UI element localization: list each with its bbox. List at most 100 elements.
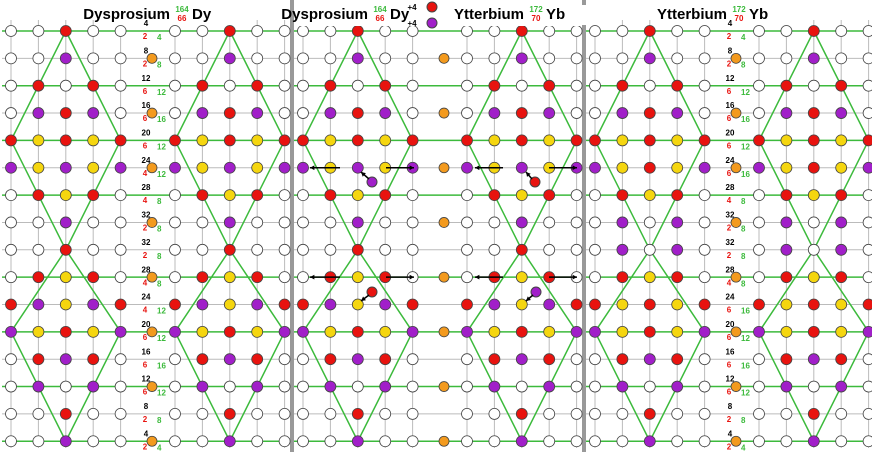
particle bbox=[87, 216, 100, 229]
particle bbox=[32, 407, 45, 420]
shell-count: 12 bbox=[157, 88, 166, 97]
arrow-head bbox=[572, 274, 577, 280]
particle bbox=[835, 435, 848, 448]
particle bbox=[426, 1, 438, 13]
particle bbox=[406, 353, 419, 366]
grid bbox=[2, 13, 872, 448]
particle bbox=[32, 271, 45, 284]
particle bbox=[169, 25, 181, 37]
particle bbox=[461, 52, 473, 65]
shell-count: 6 bbox=[727, 87, 732, 96]
shell-count: 4 bbox=[143, 278, 148, 287]
particle bbox=[59, 216, 72, 229]
particle bbox=[278, 161, 291, 174]
particle bbox=[589, 107, 601, 119]
particle bbox=[406, 435, 419, 448]
particle bbox=[32, 380, 45, 393]
particle bbox=[461, 161, 473, 174]
particle bbox=[589, 407, 601, 420]
particle bbox=[643, 161, 656, 174]
particle bbox=[59, 79, 72, 92]
particle bbox=[324, 353, 337, 366]
particle bbox=[169, 189, 181, 202]
particle bbox=[5, 107, 17, 119]
particle bbox=[351, 107, 364, 119]
particle bbox=[835, 161, 848, 174]
particle bbox=[461, 216, 473, 229]
particle bbox=[87, 243, 100, 256]
particle bbox=[671, 407, 684, 420]
particle bbox=[169, 243, 181, 256]
shell-count: 4 bbox=[143, 306, 148, 315]
particle bbox=[169, 52, 181, 65]
particle bbox=[114, 380, 127, 393]
particle bbox=[753, 271, 765, 284]
particle bbox=[862, 216, 872, 229]
particle bbox=[461, 298, 473, 311]
particle bbox=[589, 216, 601, 229]
shell-count: 6 bbox=[727, 388, 732, 397]
particle bbox=[616, 52, 629, 65]
particle bbox=[278, 79, 291, 92]
particle bbox=[169, 79, 181, 92]
shell-count: 12 bbox=[157, 389, 166, 398]
particle bbox=[114, 435, 127, 448]
particle bbox=[278, 271, 291, 284]
shell-total: 28 bbox=[726, 183, 735, 192]
shell-total: 20 bbox=[726, 129, 735, 138]
arrow-head bbox=[310, 165, 315, 171]
particle bbox=[351, 298, 364, 311]
particle bbox=[698, 325, 711, 338]
particle bbox=[251, 353, 264, 366]
particle bbox=[59, 325, 72, 338]
particle bbox=[251, 435, 264, 448]
particle bbox=[862, 189, 872, 201]
particle bbox=[835, 79, 848, 92]
particle bbox=[5, 407, 17, 420]
particle bbox=[461, 107, 473, 119]
particle bbox=[438, 217, 450, 228]
particle bbox=[223, 107, 236, 119]
particle bbox=[488, 79, 501, 92]
particle bbox=[297, 134, 309, 147]
particle bbox=[671, 107, 684, 119]
shell-count: 16 bbox=[741, 307, 750, 316]
particle bbox=[835, 216, 848, 229]
particle bbox=[753, 189, 765, 202]
particle bbox=[488, 298, 501, 311]
particle bbox=[780, 380, 793, 393]
particle bbox=[223, 79, 236, 92]
particle bbox=[379, 52, 392, 65]
shell-total: 4 bbox=[144, 429, 149, 438]
particle bbox=[5, 298, 17, 311]
particle bbox=[589, 243, 601, 256]
shell-count: 12 bbox=[157, 334, 166, 343]
particle bbox=[406, 380, 419, 393]
particle bbox=[379, 325, 392, 338]
shell-total: 16 bbox=[142, 101, 151, 110]
particle bbox=[589, 79, 601, 92]
particle bbox=[297, 79, 309, 92]
particle bbox=[807, 134, 820, 147]
particle bbox=[616, 435, 629, 448]
particle bbox=[223, 435, 236, 448]
shell-count: 12 bbox=[741, 334, 750, 343]
particle bbox=[196, 407, 209, 420]
particle bbox=[32, 298, 45, 311]
particle bbox=[251, 380, 264, 393]
particle bbox=[753, 353, 765, 366]
shell-count: 16 bbox=[157, 361, 166, 370]
particle bbox=[730, 52, 742, 64]
particle bbox=[32, 325, 45, 338]
particle bbox=[438, 435, 450, 447]
particle bbox=[543, 407, 556, 420]
particle bbox=[807, 52, 820, 65]
particle bbox=[488, 435, 501, 448]
particle bbox=[616, 298, 629, 311]
particle bbox=[862, 435, 872, 448]
particle bbox=[169, 298, 181, 311]
particle bbox=[461, 25, 473, 37]
shell-count: 2 bbox=[143, 32, 148, 41]
particle bbox=[515, 134, 528, 147]
particle bbox=[543, 380, 556, 393]
